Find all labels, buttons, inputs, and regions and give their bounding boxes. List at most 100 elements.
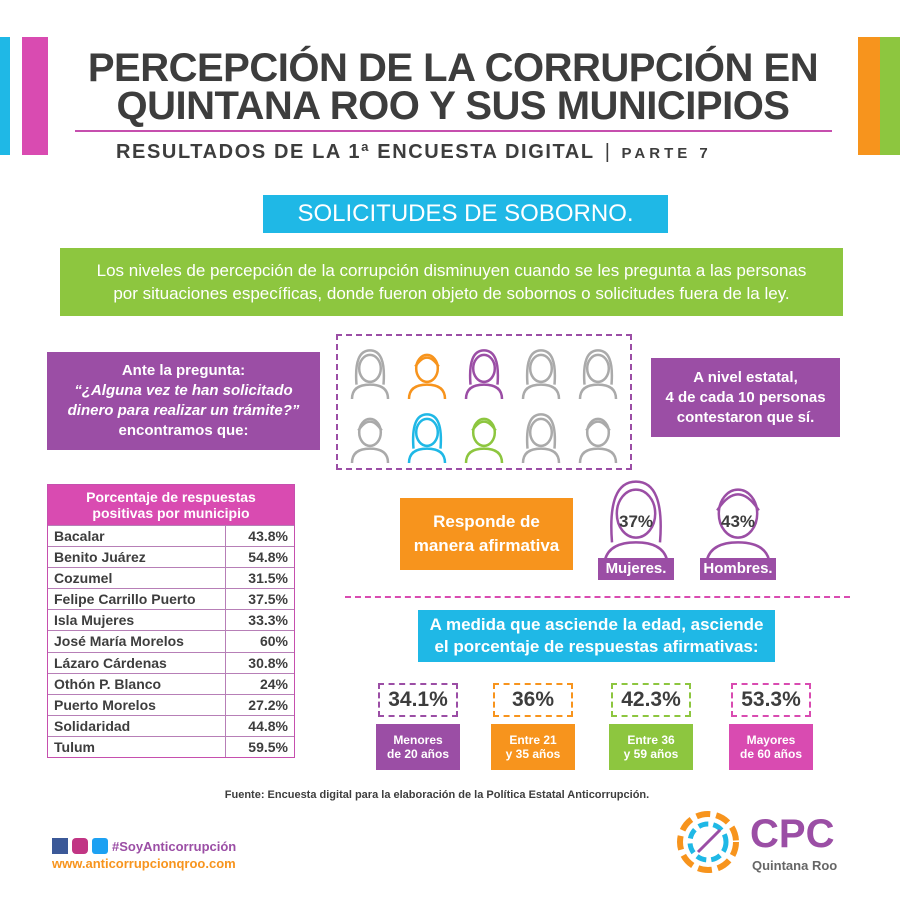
municipality: Solidaridad — [48, 715, 226, 736]
head — [357, 417, 383, 448]
accent-bar — [0, 37, 10, 155]
table-row: Puerto Morelos 27.2% — [48, 693, 294, 715]
head — [615, 488, 657, 539]
hair — [357, 420, 383, 432]
table-row: Bacalar 43.8% — [48, 525, 294, 547]
state-result: A nivel estatal, 4 de cada 10 personas c… — [651, 358, 840, 437]
head — [528, 353, 554, 384]
hair — [354, 349, 386, 385]
hair — [585, 420, 611, 432]
gender-icon — [700, 480, 776, 569]
head — [585, 353, 611, 384]
hair — [716, 493, 760, 512]
head — [414, 417, 440, 448]
age-label: Entre 36 y 59 años — [609, 724, 693, 770]
woman-icon — [602, 480, 670, 569]
age-label-line: Mayores — [746, 733, 796, 747]
percentage: 33.3% — [248, 612, 288, 629]
logo-ring — [677, 811, 739, 873]
divider — [75, 130, 832, 132]
gender-label-line: manera afirmativa — [413, 536, 560, 555]
age-title: A medida que asciende la edad, asciende … — [418, 610, 775, 662]
table-header-line: Porcentaje de respuestas — [86, 489, 256, 505]
percentage: 31.5% — [248, 570, 288, 587]
accent-bar — [880, 37, 900, 155]
title: QUINTANA ROO Y SUS MUNICIPIOS — [116, 84, 790, 128]
percentage: 44.8% — [248, 717, 288, 734]
table-header: Porcentaje de respuestas positivas por m… — [48, 485, 294, 525]
head — [471, 417, 497, 448]
woman-icon — [407, 413, 447, 464]
woman-icon — [521, 349, 561, 400]
municipality: Tulum — [48, 736, 226, 758]
gender-label-line: Responde de — [433, 512, 540, 531]
table-row: Cozumel 31.5% — [48, 567, 294, 589]
intro-line: Los niveles de percepción de la corrupci… — [96, 261, 807, 280]
woman-icon — [578, 349, 618, 400]
municipality: Bacalar — [48, 526, 226, 547]
hair — [582, 349, 614, 385]
logo: CPC — [750, 812, 835, 856]
shoulders — [704, 541, 772, 569]
shoulders — [521, 383, 561, 400]
municipality: José María Morelos — [48, 631, 226, 652]
accent-bar — [22, 37, 48, 155]
shoulders — [521, 447, 561, 464]
table-row: José María Morelos 60% — [48, 630, 294, 652]
shoulders — [407, 447, 447, 464]
logo-mark — [677, 811, 739, 873]
man-icon — [578, 417, 618, 464]
percentage: 59.5% — [248, 738, 288, 755]
hair — [414, 356, 440, 368]
age-value: 53.3% — [731, 683, 811, 717]
municipality-table: Porcentaje de respuestas positivas por m… — [47, 484, 295, 759]
age-label-line: y 59 años — [623, 747, 679, 761]
shoulders — [350, 383, 390, 400]
title: PERCEPCIÓN DE LA CORRUPCIÓN EN — [87, 46, 819, 90]
hair — [471, 420, 497, 432]
age-title-line: el porcentaje de respuestas afirmativas: — [434, 637, 759, 656]
state-line: contestaron que sí. — [676, 408, 815, 426]
woman-icon — [521, 413, 561, 464]
percentage: 24% — [259, 675, 288, 692]
table-row: Lázaro Cárdenas 30.8% — [48, 651, 294, 673]
municipality: Cozumel — [48, 568, 226, 589]
municipality: Felipe Carrillo Puerto — [48, 589, 226, 610]
man-icon — [407, 353, 447, 400]
logo-arrow — [696, 828, 722, 854]
hair — [525, 413, 557, 449]
shoulders — [602, 541, 670, 569]
shoulders — [407, 383, 447, 400]
question-line: dinero para realizar un trámite?” — [67, 402, 300, 419]
intro: Los niveles de percepción de la corrupci… — [60, 248, 843, 316]
shoulders — [578, 447, 618, 464]
logo-subtitle: Quintana Roo — [752, 858, 838, 873]
man-icon — [704, 488, 772, 569]
table-row: Benito Juárez 54.8% — [48, 546, 294, 568]
head — [471, 353, 497, 384]
icons-frame — [336, 334, 632, 470]
percentage: 27.2% — [248, 696, 288, 713]
age-label: Entre 21 y 35 años — [491, 724, 575, 770]
municipality: Lázaro Cárdenas — [48, 652, 226, 673]
head — [528, 417, 554, 448]
hair — [610, 480, 662, 543]
age-label: Menores de 20 años — [376, 724, 460, 770]
gender-label: Responde de manera afirmativa — [400, 498, 573, 570]
table-row: Felipe Carrillo Puerto 37.5% — [48, 588, 294, 610]
source: Fuente: Encuesta digital para la elabora… — [224, 789, 650, 801]
logo-ring — [687, 821, 729, 863]
question-line: “¿Alguna vez te han solicitado — [74, 382, 293, 399]
table-row: Solidaridad 44.8% — [48, 714, 294, 736]
hair — [411, 413, 443, 449]
municipality: Othón P. Blanco — [48, 673, 226, 694]
social: #SoyAnticorrupción — [52, 838, 236, 854]
hashtag: #SoyAnticorrupción — [112, 838, 237, 854]
shoulders — [578, 383, 618, 400]
state-line: 4 de cada 10 personas — [665, 388, 826, 406]
age-label-line: Menores — [393, 733, 443, 747]
twitter-icon — [92, 838, 108, 854]
intro-line: por situaciones específicas, donde fuero… — [113, 284, 790, 303]
subtitle: RESULTADOS DE LA 1ª ENCUESTA DIGITAL | PAR… — [116, 141, 712, 163]
